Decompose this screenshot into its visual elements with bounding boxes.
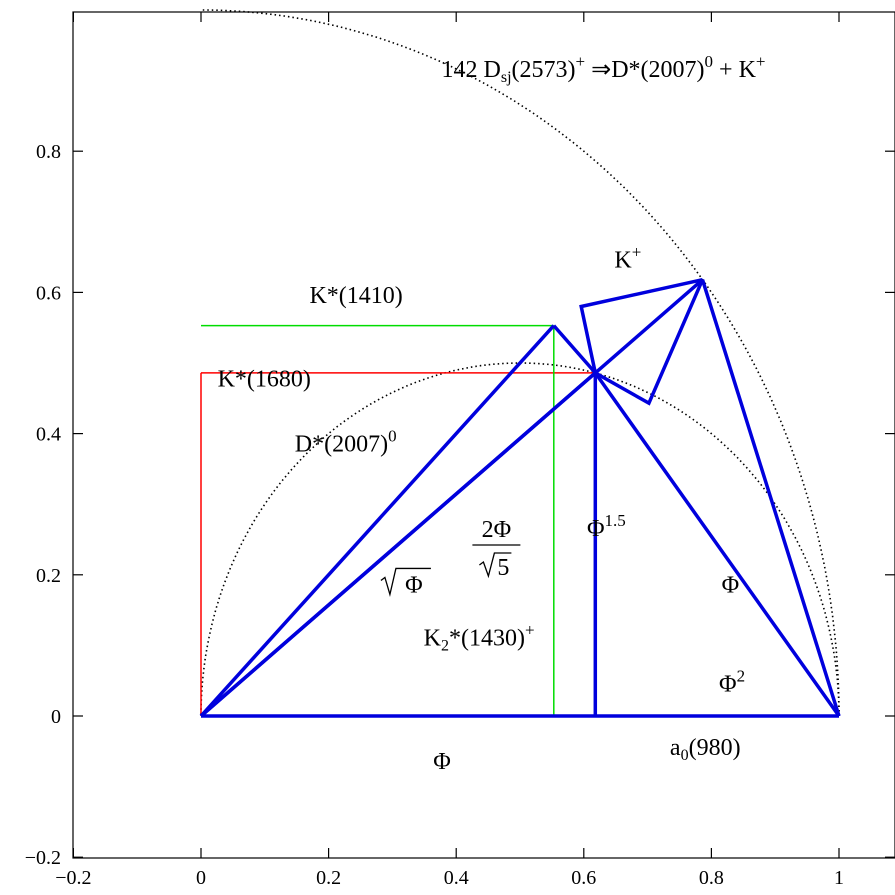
annotation-phi-15: Φ1.5 bbox=[587, 511, 626, 542]
tick-marks bbox=[72, 12, 895, 858]
annotation-title: 142 Dsj(2573)+ ⇒D*(2007)0 + K+ bbox=[442, 52, 766, 86]
annotation-k1680: K*(1680) bbox=[218, 366, 311, 392]
y-tick-label: 0.2 bbox=[36, 565, 61, 587]
annotation-k2-1430: K2*(1430)+ bbox=[424, 620, 535, 654]
annotation-k1410: K*(1410) bbox=[309, 283, 402, 309]
annotation-phi-squared: Φ2 bbox=[719, 666, 745, 697]
x-tick-label: −0.2 bbox=[55, 867, 91, 889]
x-tick-label: 0.6 bbox=[571, 867, 596, 889]
small-triangle-right bbox=[593, 371, 841, 718]
dotted-circles bbox=[200, 9, 840, 716]
y-tick-label: 0.6 bbox=[36, 282, 61, 304]
annotation-phi-right: Φ bbox=[722, 572, 740, 598]
y-tick-label: 0.4 bbox=[36, 424, 61, 446]
radical-sign bbox=[380, 567, 431, 598]
diagram-lines bbox=[199, 277, 841, 718]
annotation-a0-980: a0(980) bbox=[670, 735, 741, 764]
plot-frame bbox=[72, 11, 895, 859]
annotation-k-plus: K+ bbox=[614, 243, 641, 274]
outer-circle bbox=[201, 9, 840, 716]
kite-lower bbox=[594, 279, 705, 406]
small-triangle-left bbox=[199, 371, 597, 718]
annotation-sqrt-phi: Φ bbox=[380, 567, 431, 598]
big-triangle-right bbox=[700, 279, 841, 717]
plot-border bbox=[72, 11, 895, 859]
annotation-d2007: D*(2007)0 bbox=[295, 426, 397, 457]
green-peak-left bbox=[199, 324, 556, 718]
y-tick-label: −0.2 bbox=[25, 847, 61, 869]
annotation-phi-base: Φ bbox=[433, 749, 451, 775]
x-tick-label: 0.8 bbox=[699, 867, 724, 889]
annotation-two-phi-over-sqrt5: 2Φ5 bbox=[472, 517, 521, 581]
radicand: Φ bbox=[405, 572, 423, 598]
kite-upper bbox=[579, 277, 703, 374]
x-tick-label: 0.4 bbox=[444, 867, 469, 889]
x-tick-label: 1 bbox=[834, 867, 844, 889]
x-tick-label: 0 bbox=[196, 867, 206, 889]
tick-labels: −0.2 0 0.2 0.4 0.6 0.8 1 −0.2 0 0.2 0.4 0.6 0.8 bbox=[25, 141, 844, 889]
y-tick-label: 0 bbox=[51, 706, 61, 728]
x-tick-label: 0.2 bbox=[316, 867, 341, 889]
green-peak-right bbox=[552, 324, 597, 375]
fraction-denominator: 5 bbox=[497, 555, 509, 581]
y-tick-label: 0.8 bbox=[36, 141, 61, 163]
fraction-numerator: 2Φ bbox=[482, 517, 512, 543]
fraction-radical-sign bbox=[479, 552, 512, 579]
annotations: 142 Dsj(2573)+ ⇒D*(2007)0 + K+ K+ K*(1410)… bbox=[218, 52, 766, 775]
